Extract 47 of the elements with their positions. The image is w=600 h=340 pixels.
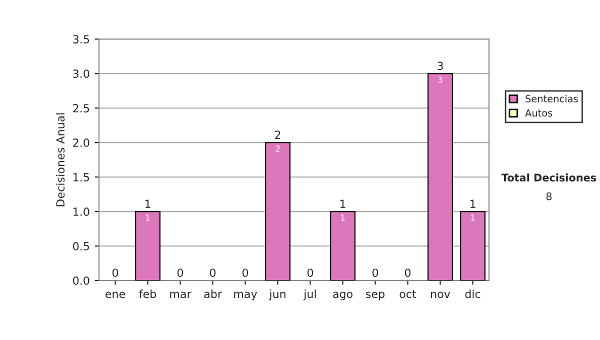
y-tick-label: 3.0 <box>73 70 90 78</box>
total-label: 1 <box>470 200 476 208</box>
x-tick-label: may <box>234 292 258 300</box>
legend-label: Sentencias <box>526 94 578 102</box>
x-tick-label: sep <box>366 292 384 300</box>
x-tick-label: jul <box>303 290 316 300</box>
total-label: 0 <box>112 268 118 277</box>
total-label: 0 <box>372 268 378 277</box>
data-label: 1 <box>471 214 475 221</box>
y-tick-label: 3.5 <box>73 35 89 44</box>
x-tick-label: dic <box>465 290 480 298</box>
y-tick-label: 2.0 <box>73 138 90 147</box>
x-tick-label: nov <box>431 292 450 298</box>
text: Total Decisiones <box>501 173 596 182</box>
total-label: 0 <box>404 268 411 277</box>
total-label: 1 <box>145 200 150 208</box>
y-tick-label: 0.5 <box>73 242 89 250</box>
data-label: 3 <box>438 76 442 83</box>
total-label: 0 <box>210 268 216 277</box>
y-axis-title: Decisiones Anual <box>56 113 65 206</box>
total-label: 0 <box>177 268 184 277</box>
bar <box>265 142 290 280</box>
legend-label: Autos <box>525 109 552 117</box>
x-tick-label: abr <box>204 290 222 298</box>
bar <box>135 210 160 280</box>
y-tick-label: 0.0 <box>73 276 90 285</box>
x-tick-label: ene <box>106 292 126 298</box>
total-label: 0 <box>242 268 248 277</box>
data-label: 1 <box>146 214 150 221</box>
text: 8 <box>546 192 552 200</box>
x-tick-label: ago <box>333 292 352 300</box>
x-tick-label: mar <box>170 292 192 298</box>
data-label: 2 <box>276 145 280 152</box>
total-label: 2 <box>275 130 280 139</box>
bar <box>428 73 453 280</box>
x-tick-label: feb <box>139 290 156 298</box>
y-tick-label: 2.5 <box>73 104 89 112</box>
bar <box>330 210 356 280</box>
total-label: 1 <box>340 200 346 208</box>
total-label: 3 <box>438 62 443 70</box>
total-label: 0 <box>307 268 314 277</box>
x-tick-label: jun <box>268 290 286 300</box>
y-tick-label: 1.0 <box>74 208 90 216</box>
data-label: 1 <box>341 214 345 221</box>
y-tick-label: 1.5 <box>74 173 89 182</box>
bar <box>460 210 486 280</box>
x-tick-label: oct <box>400 290 416 298</box>
